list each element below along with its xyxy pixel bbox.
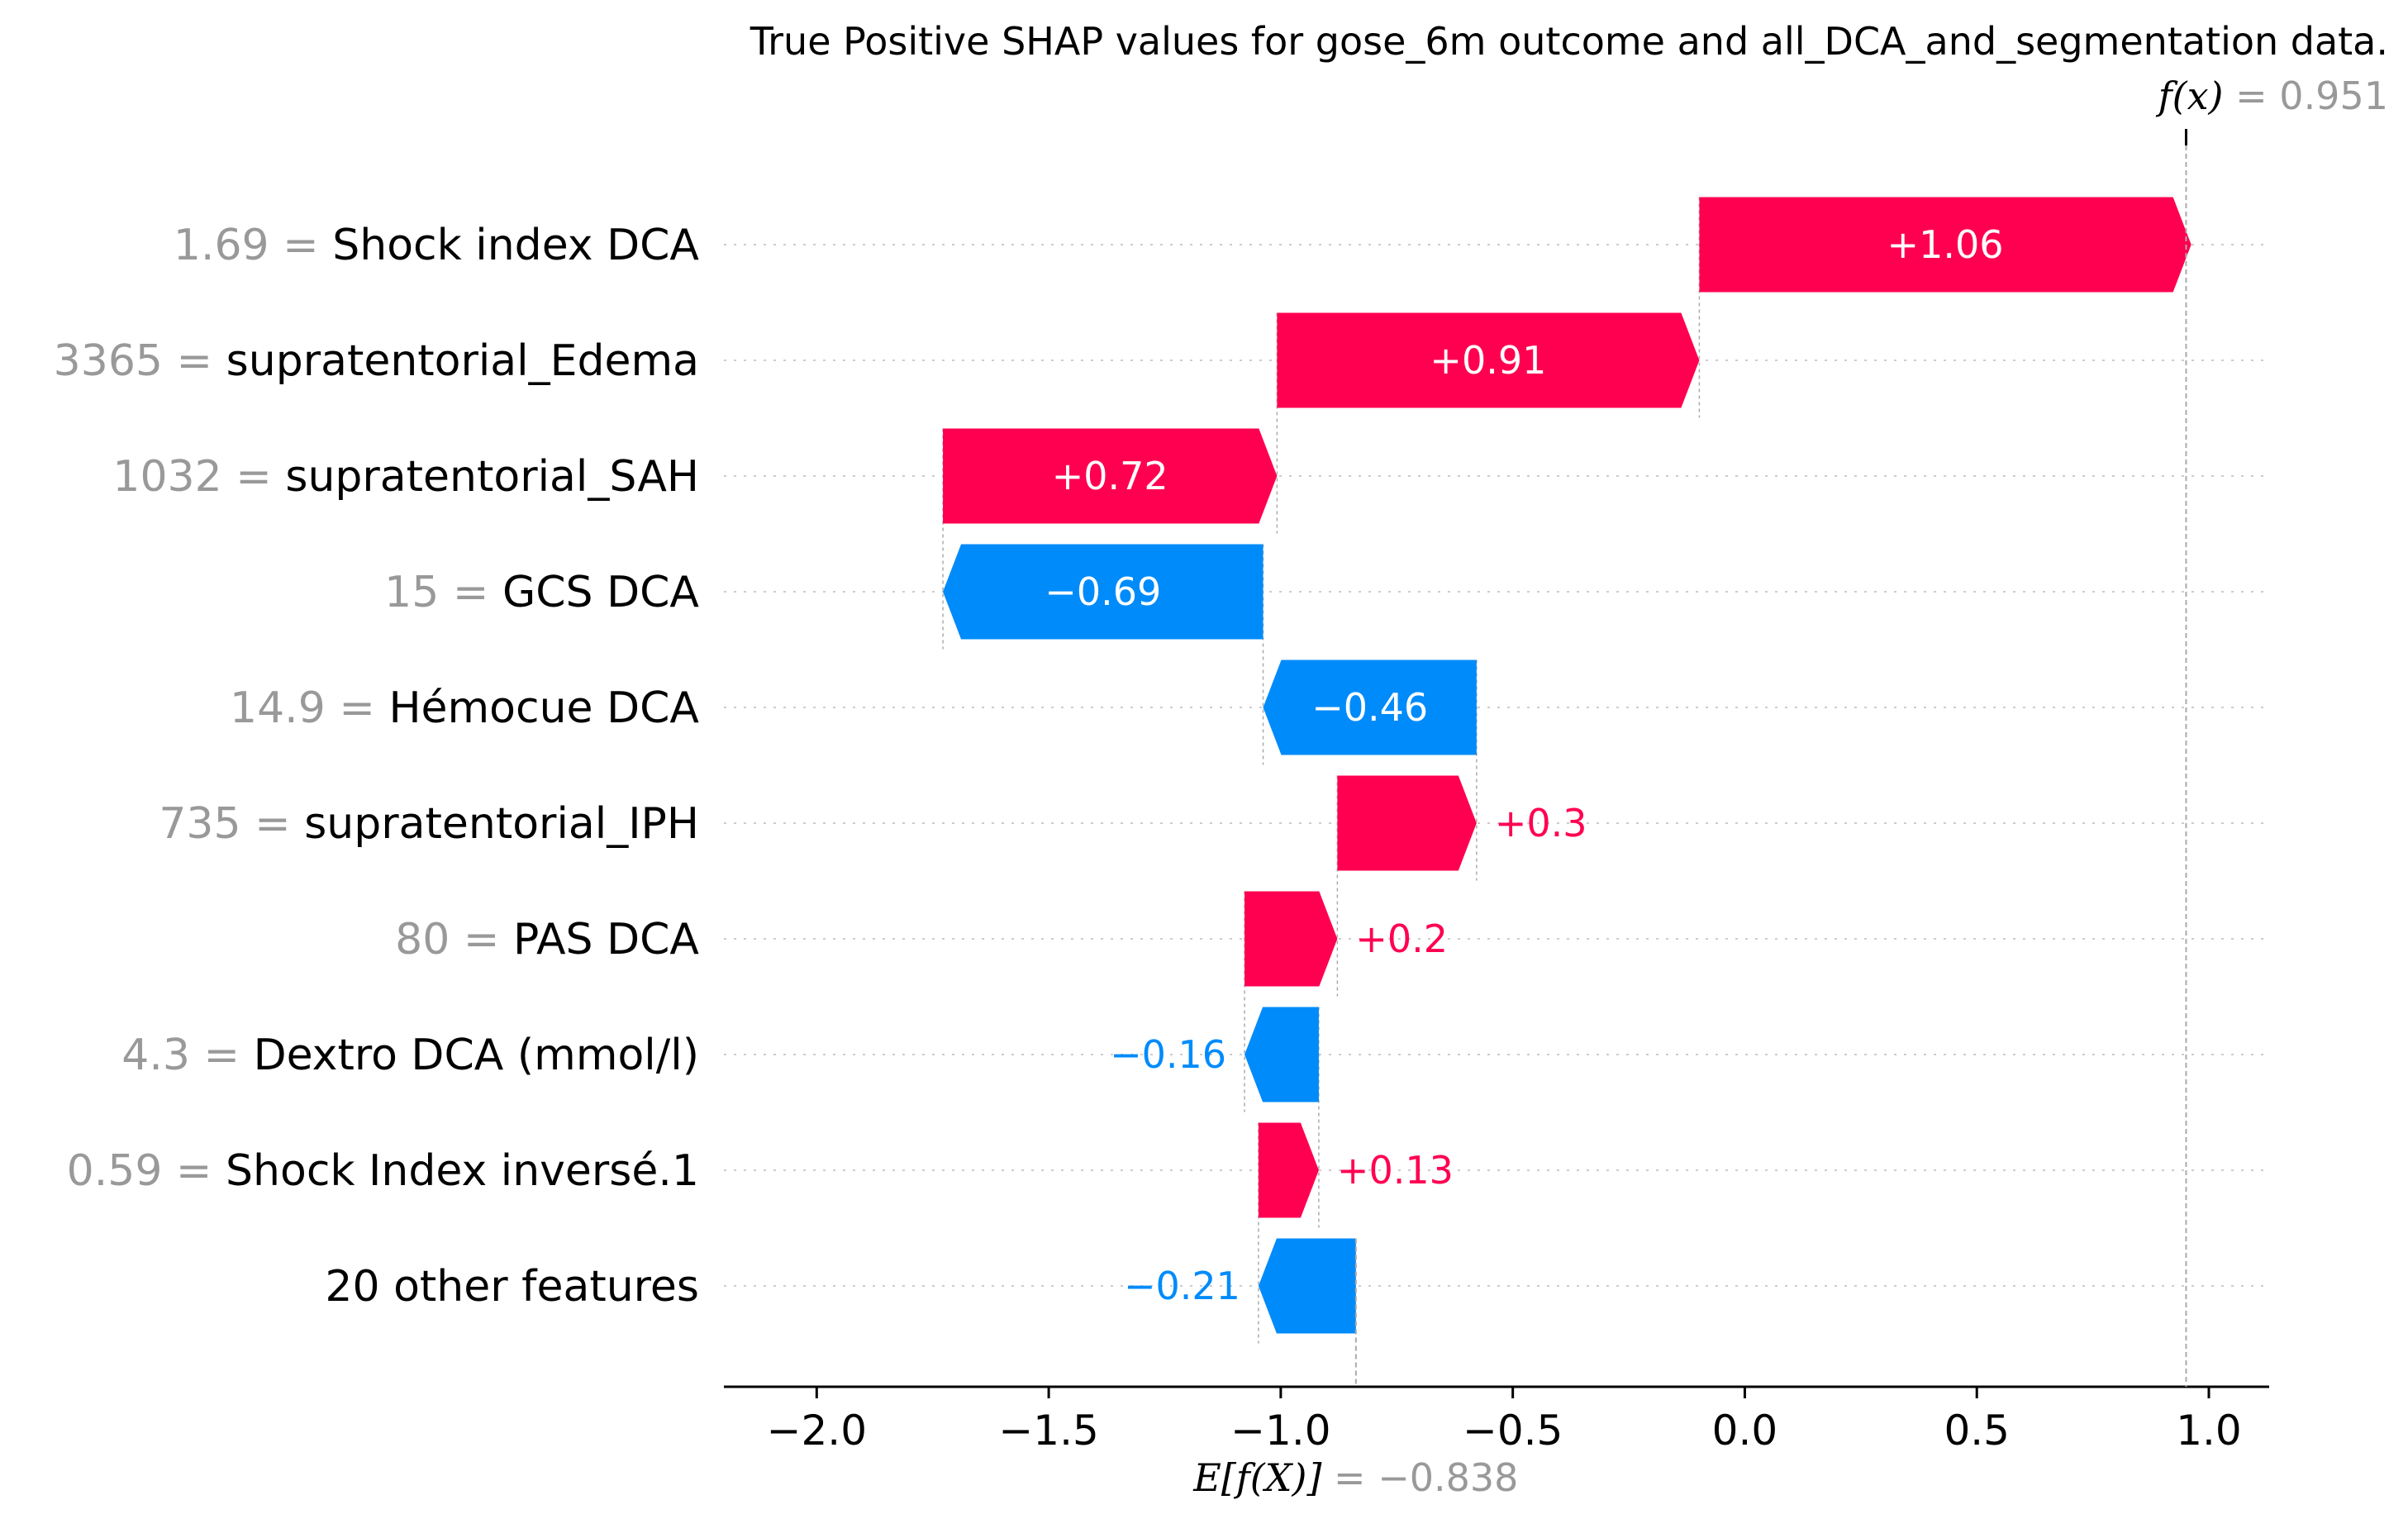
feature-labels: 1.69 = Shock index DCA 3365 = supratentor… bbox=[54, 221, 700, 1312]
feature-value: 1032 = bbox=[112, 452, 285, 502]
feature-label: 80 = PAS DCA bbox=[395, 915, 699, 964]
feature-name: supratentorial_Edema bbox=[226, 336, 699, 386]
x-tick-label: −0.5 bbox=[1463, 1407, 1563, 1455]
feature-label: 735 = supratentorial_IPH bbox=[159, 799, 699, 849]
feature-name: supratentorial_SAH bbox=[285, 452, 699, 502]
bar-value-label: +0.72 bbox=[1052, 454, 1168, 498]
fx-value: 0.951 bbox=[2279, 74, 2388, 118]
feature-name: supratentorial_IPH bbox=[304, 799, 699, 849]
feature-value: 4.3 = bbox=[121, 1031, 253, 1080]
bar-value-label: +0.13 bbox=[1337, 1148, 1454, 1193]
feature-name: Hémocue DCA bbox=[388, 683, 699, 733]
fx-equals: = bbox=[2235, 74, 2279, 118]
bar-value-label: +0.3 bbox=[1495, 801, 1587, 845]
feature-value: 15 = bbox=[384, 568, 502, 617]
feature-value: 3365 = bbox=[54, 336, 226, 386]
bar-value-label: −0.46 bbox=[1311, 685, 1428, 730]
base-annotation: E[f(X)] = −0.838 bbox=[1192, 1455, 1518, 1500]
fx-label: f(x) bbox=[2156, 74, 2224, 118]
feature-label: 20 other features bbox=[325, 1262, 699, 1312]
feature-label: 4.3 = Dextro DCA (mmol/l) bbox=[121, 1031, 699, 1080]
feature-name: GCS DCA bbox=[502, 568, 699, 617]
feature-label: 1032 = supratentorial_SAH bbox=[112, 452, 699, 502]
base-label: E[f(X)] bbox=[1192, 1455, 1321, 1500]
feature-value: 1.69 = bbox=[174, 221, 332, 270]
negative-shap-bar bbox=[943, 544, 1263, 640]
bar-value-label: +0.91 bbox=[1430, 338, 1546, 383]
feature-label: 1.69 = Shock index DCA bbox=[174, 221, 700, 270]
feature-value: 0.59 = bbox=[67, 1146, 226, 1196]
x-axis-ticks: −2.0 −1.5 −1.0 −0.5 0.0 0.5 1.0 bbox=[767, 1387, 2242, 1455]
positive-shap-bar bbox=[1258, 1122, 1319, 1218]
feature-value: 735 = bbox=[159, 799, 304, 849]
negative-shap-bar bbox=[1258, 1238, 1356, 1334]
bar-value-label: +1.06 bbox=[1887, 222, 2004, 267]
chart-title: True Positive SHAP values for gose_6m ou… bbox=[750, 19, 2388, 64]
positive-shap-bar bbox=[1277, 312, 1700, 408]
feature-name: Shock index DCA bbox=[332, 221, 699, 270]
positive-shap-bar bbox=[1337, 775, 1477, 871]
feature-label: 0.59 = Shock Index inversé.1 bbox=[67, 1146, 699, 1196]
bars bbox=[943, 197, 2191, 1334]
base-value: −0.838 bbox=[1378, 1455, 1518, 1500]
feature-name: Shock Index inversé.1 bbox=[226, 1146, 699, 1196]
x-tick-label: 0.5 bbox=[1944, 1407, 2010, 1455]
positive-shap-bar bbox=[1244, 891, 1338, 987]
fx-annotation: f(x) = 0.951 bbox=[2156, 74, 2388, 118]
feature-name: PAS DCA bbox=[513, 915, 699, 964]
bar-value-label: −0.21 bbox=[1124, 1264, 1240, 1308]
feature-label: 3365 = supratentorial_Edema bbox=[54, 336, 699, 386]
bar-labels: +1.06 +0.91 +0.72 −0.69 −0.46 +0.3 +0.2 −0.16 +0… bbox=[1045, 222, 2003, 1308]
base-equals: = bbox=[1334, 1455, 1378, 1500]
positive-shap-bar bbox=[943, 428, 1278, 524]
feature-value: 80 = bbox=[395, 915, 513, 964]
x-tick-label: −1.5 bbox=[998, 1407, 1098, 1455]
feature-label: 15 = GCS DCA bbox=[384, 568, 699, 617]
x-tick-label: 0.0 bbox=[1712, 1407, 1778, 1455]
feature-name: 20 other features bbox=[325, 1262, 699, 1312]
negative-shap-bar bbox=[1263, 660, 1477, 755]
feature-label: 14.9 = Hémocue DCA bbox=[230, 683, 699, 733]
x-tick-label: −2.0 bbox=[767, 1407, 867, 1455]
feature-name: Dextro DCA (mmol/l) bbox=[254, 1031, 699, 1080]
feature-value: 14.9 = bbox=[230, 683, 388, 733]
negative-shap-bar bbox=[1244, 1007, 1319, 1102]
bar-value-label: −0.69 bbox=[1045, 569, 1161, 614]
bar-value-label: +0.2 bbox=[1355, 917, 1448, 961]
x-tick-label: −1.0 bbox=[1230, 1407, 1330, 1455]
x-tick-label: 1.0 bbox=[2176, 1407, 2242, 1455]
bar-value-label: −0.16 bbox=[1110, 1032, 1226, 1077]
positive-shap-bar bbox=[1699, 197, 2191, 293]
